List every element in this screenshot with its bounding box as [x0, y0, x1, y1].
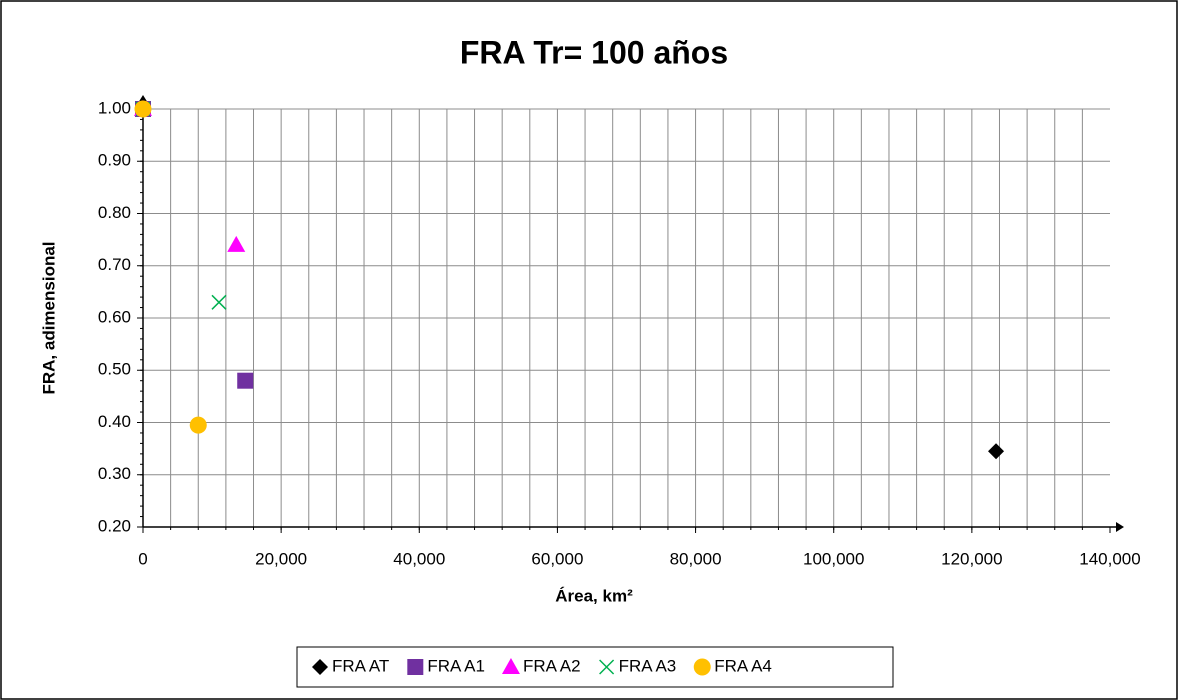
y-tick-label: 1.00: [98, 98, 131, 117]
legend-marker: [599, 659, 615, 675]
y-axis-label: FRA, adimensional: [39, 241, 58, 394]
y-tick-label: 0.90: [98, 151, 131, 170]
x-tick-label: 40,000: [393, 549, 445, 568]
y-tick-label: 0.80: [98, 203, 131, 222]
x-tick-label: 140,000: [1079, 549, 1140, 568]
legend-marker: [693, 658, 711, 676]
point: [227, 235, 246, 252]
legend-label: FRA A2: [523, 656, 581, 675]
point: [988, 443, 1005, 460]
y-tick-label: 0.30: [98, 464, 131, 483]
legend-label: FRA A4: [714, 656, 772, 675]
point: [189, 416, 207, 434]
legend-label: FRA A3: [619, 656, 677, 675]
x-tick-label: 100,000: [803, 549, 864, 568]
x-axis-arrow: [1116, 522, 1124, 532]
legend-box: [296, 646, 894, 688]
x-tick-label: 20,000: [255, 549, 307, 568]
x-tick-label: 60,000: [531, 549, 583, 568]
y-tick-label: 0.40: [98, 412, 131, 431]
point: [211, 294, 227, 310]
legend-marker: [501, 658, 520, 674]
y-tick-label: 0.20: [98, 516, 131, 535]
x-tick-label: 80,000: [670, 549, 722, 568]
point: [237, 372, 254, 389]
legend-marker: [312, 659, 328, 675]
legend-label: FRA A1: [427, 656, 485, 675]
point: [134, 100, 152, 118]
y-tick-label: 0.60: [98, 307, 131, 326]
x-tick-label: 0: [138, 549, 147, 568]
x-axis-label: Área, km²: [555, 586, 633, 605]
chart-title: FRA Tr= 100 años: [460, 34, 728, 70]
x-tick-label: 120,000: [941, 549, 1002, 568]
y-tick-label: 0.50: [98, 360, 131, 379]
legend-marker: [407, 659, 424, 675]
legend-label: FRA AT: [332, 656, 389, 675]
y-tick-label: 0.70: [98, 255, 131, 274]
